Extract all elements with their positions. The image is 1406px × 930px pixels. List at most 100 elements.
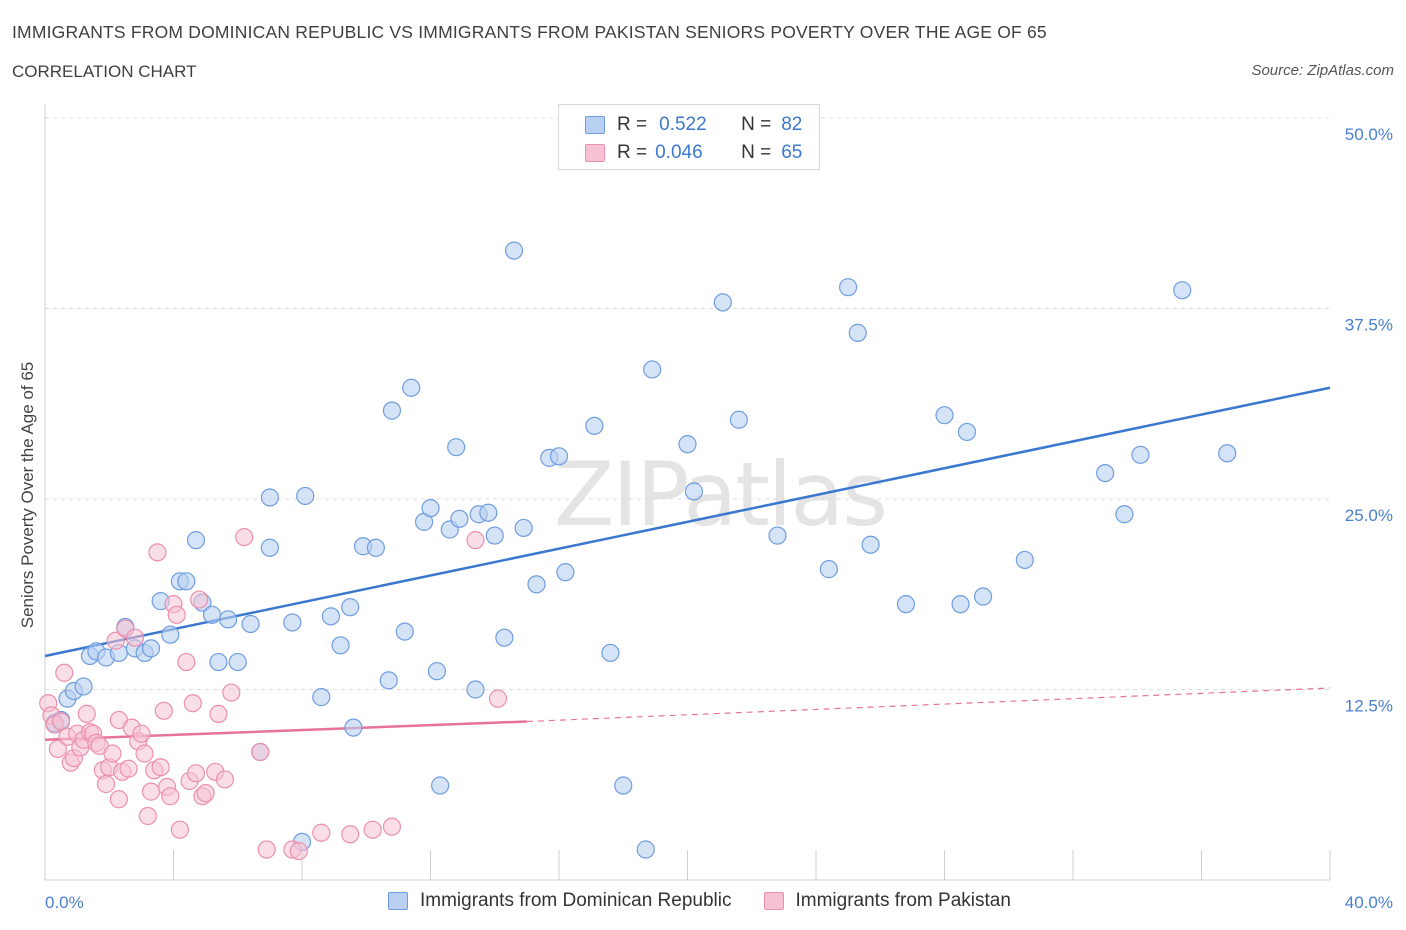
trend-line-dominican bbox=[44, 386, 1331, 658]
legend-row-dominican: R = 0.522 N = 82 bbox=[585, 113, 802, 137]
data-point-pakistan bbox=[141, 782, 161, 801]
data-point-pakistan bbox=[138, 806, 157, 826]
data-point-dominican bbox=[395, 622, 414, 641]
series-legend: Immigrants from Dominican Republic Immig… bbox=[388, 890, 1043, 912]
data-point-dominican bbox=[202, 605, 222, 624]
data-point-dominican bbox=[466, 680, 485, 699]
data-point-dominican bbox=[1096, 463, 1115, 483]
data-point-dominican bbox=[504, 241, 524, 260]
data-point-pakistan bbox=[170, 820, 190, 839]
data-point-dominican bbox=[241, 614, 260, 634]
data-point-dominican bbox=[447, 438, 466, 457]
data-point-pakistan bbox=[257, 840, 276, 859]
data-point-pakistan bbox=[196, 784, 215, 803]
data-point-dominican bbox=[1115, 505, 1134, 524]
r-label: R = bbox=[617, 142, 648, 163]
data-point-dominican bbox=[485, 526, 504, 545]
n-value: 65 bbox=[781, 142, 803, 163]
data-point-dominican bbox=[366, 538, 385, 557]
legend-swatch-pink bbox=[763, 892, 784, 910]
data-point-dominican bbox=[74, 677, 93, 696]
x-tick-label: 0.0% bbox=[45, 893, 84, 912]
data-point-dominican bbox=[382, 401, 402, 420]
data-point-dominican bbox=[601, 643, 620, 663]
data-point-dominican bbox=[935, 406, 954, 425]
legend-swatch-blue bbox=[388, 892, 408, 910]
chart-title: IMMIGRANTS FROM DOMINICAN REPUBLIC VS IM… bbox=[12, 22, 1047, 42]
legend-swatch-pink bbox=[585, 144, 605, 162]
data-point-pakistan bbox=[363, 820, 382, 839]
data-point-dominican bbox=[431, 776, 450, 795]
data-point-dominican bbox=[379, 671, 398, 690]
data-point-dominican bbox=[957, 422, 977, 442]
data-point-dominican bbox=[331, 636, 350, 655]
data-point-pakistan bbox=[466, 531, 485, 550]
data-point-pakistan bbox=[177, 652, 196, 672]
data-point-pakistan bbox=[222, 683, 241, 702]
n-value: 82 bbox=[781, 114, 803, 135]
data-point-dominican bbox=[161, 625, 180, 644]
y-tick-label: 12.5% bbox=[1345, 697, 1393, 716]
r-value: 0.522 bbox=[659, 114, 707, 135]
legend-swatch-blue bbox=[585, 116, 605, 134]
source-label: Source: ZipAtlas.com bbox=[1251, 62, 1394, 79]
data-point-pakistan bbox=[183, 694, 202, 713]
data-point-pakistan bbox=[167, 605, 186, 624]
legend-row-pakistan: R = 0.046 N = 65 bbox=[585, 141, 802, 165]
data-point-pakistan bbox=[251, 742, 270, 762]
data-point-dominican bbox=[228, 652, 247, 672]
data-point-dominican bbox=[549, 447, 569, 466]
data-point-pakistan bbox=[154, 701, 173, 720]
trend-line-pakistan bbox=[44, 720, 527, 742]
data-point-pakistan bbox=[135, 744, 154, 763]
data-point-dominican bbox=[283, 613, 302, 632]
data-point-dominican bbox=[186, 531, 206, 550]
data-point-pakistan bbox=[148, 543, 167, 562]
data-point-dominican bbox=[341, 598, 360, 617]
data-point-dominican bbox=[861, 535, 880, 554]
data-point-dominican bbox=[1173, 281, 1192, 300]
data-point-dominican bbox=[209, 652, 228, 672]
data-point-pakistan bbox=[161, 787, 180, 806]
data-point-dominican bbox=[402, 378, 421, 397]
data-point-dominican bbox=[636, 840, 655, 859]
data-point-dominican bbox=[848, 323, 867, 342]
data-point-pakistan bbox=[48, 739, 67, 759]
data-point-dominican bbox=[713, 293, 732, 312]
y-tick-label: 25.0% bbox=[1345, 506, 1393, 525]
y-tick-label: 50.0% bbox=[1345, 125, 1393, 144]
data-point-pakistan bbox=[106, 631, 125, 650]
y-tick-label: 37.5% bbox=[1345, 316, 1393, 335]
data-point-dominican bbox=[1218, 444, 1237, 463]
data-point-dominican bbox=[177, 572, 196, 591]
legend-item-dominican: Immigrants from Dominican Republic bbox=[388, 890, 732, 912]
data-point-dominican bbox=[1015, 550, 1034, 570]
data-point-dominican bbox=[1131, 445, 1150, 464]
data-point-dominican bbox=[344, 718, 363, 737]
data-point-dominican bbox=[450, 509, 469, 528]
data-point-dominican bbox=[643, 360, 662, 379]
data-point-dominican bbox=[312, 688, 331, 707]
data-point-pakistan bbox=[382, 817, 402, 836]
data-point-pakistan bbox=[125, 628, 145, 647]
data-point-dominican bbox=[495, 628, 514, 647]
data-point-dominican bbox=[819, 560, 838, 579]
data-point-pakistan bbox=[186, 764, 206, 783]
legend-label-dominican: Immigrants from Dominican Republic bbox=[420, 890, 732, 911]
data-point-pakistan bbox=[289, 841, 308, 861]
data-point-dominican bbox=[951, 595, 970, 614]
data-point-pakistan bbox=[55, 663, 74, 682]
data-point-dominican bbox=[896, 595, 916, 614]
x-tick-label: 40.0% bbox=[1345, 893, 1393, 912]
data-point-pakistan bbox=[119, 759, 138, 778]
data-point-dominican bbox=[260, 488, 279, 507]
chart-subtitle: CORRELATION CHART bbox=[12, 62, 197, 81]
data-point-pakistan bbox=[488, 689, 508, 708]
data-point-dominican bbox=[614, 776, 633, 795]
r-label: R = bbox=[617, 114, 648, 135]
legend-item-pakistan: Immigrants from Pakistan bbox=[763, 890, 1011, 912]
data-point-pakistan bbox=[312, 823, 331, 842]
data-point-pakistan bbox=[132, 724, 151, 743]
r-value: 0.046 bbox=[655, 142, 703, 163]
